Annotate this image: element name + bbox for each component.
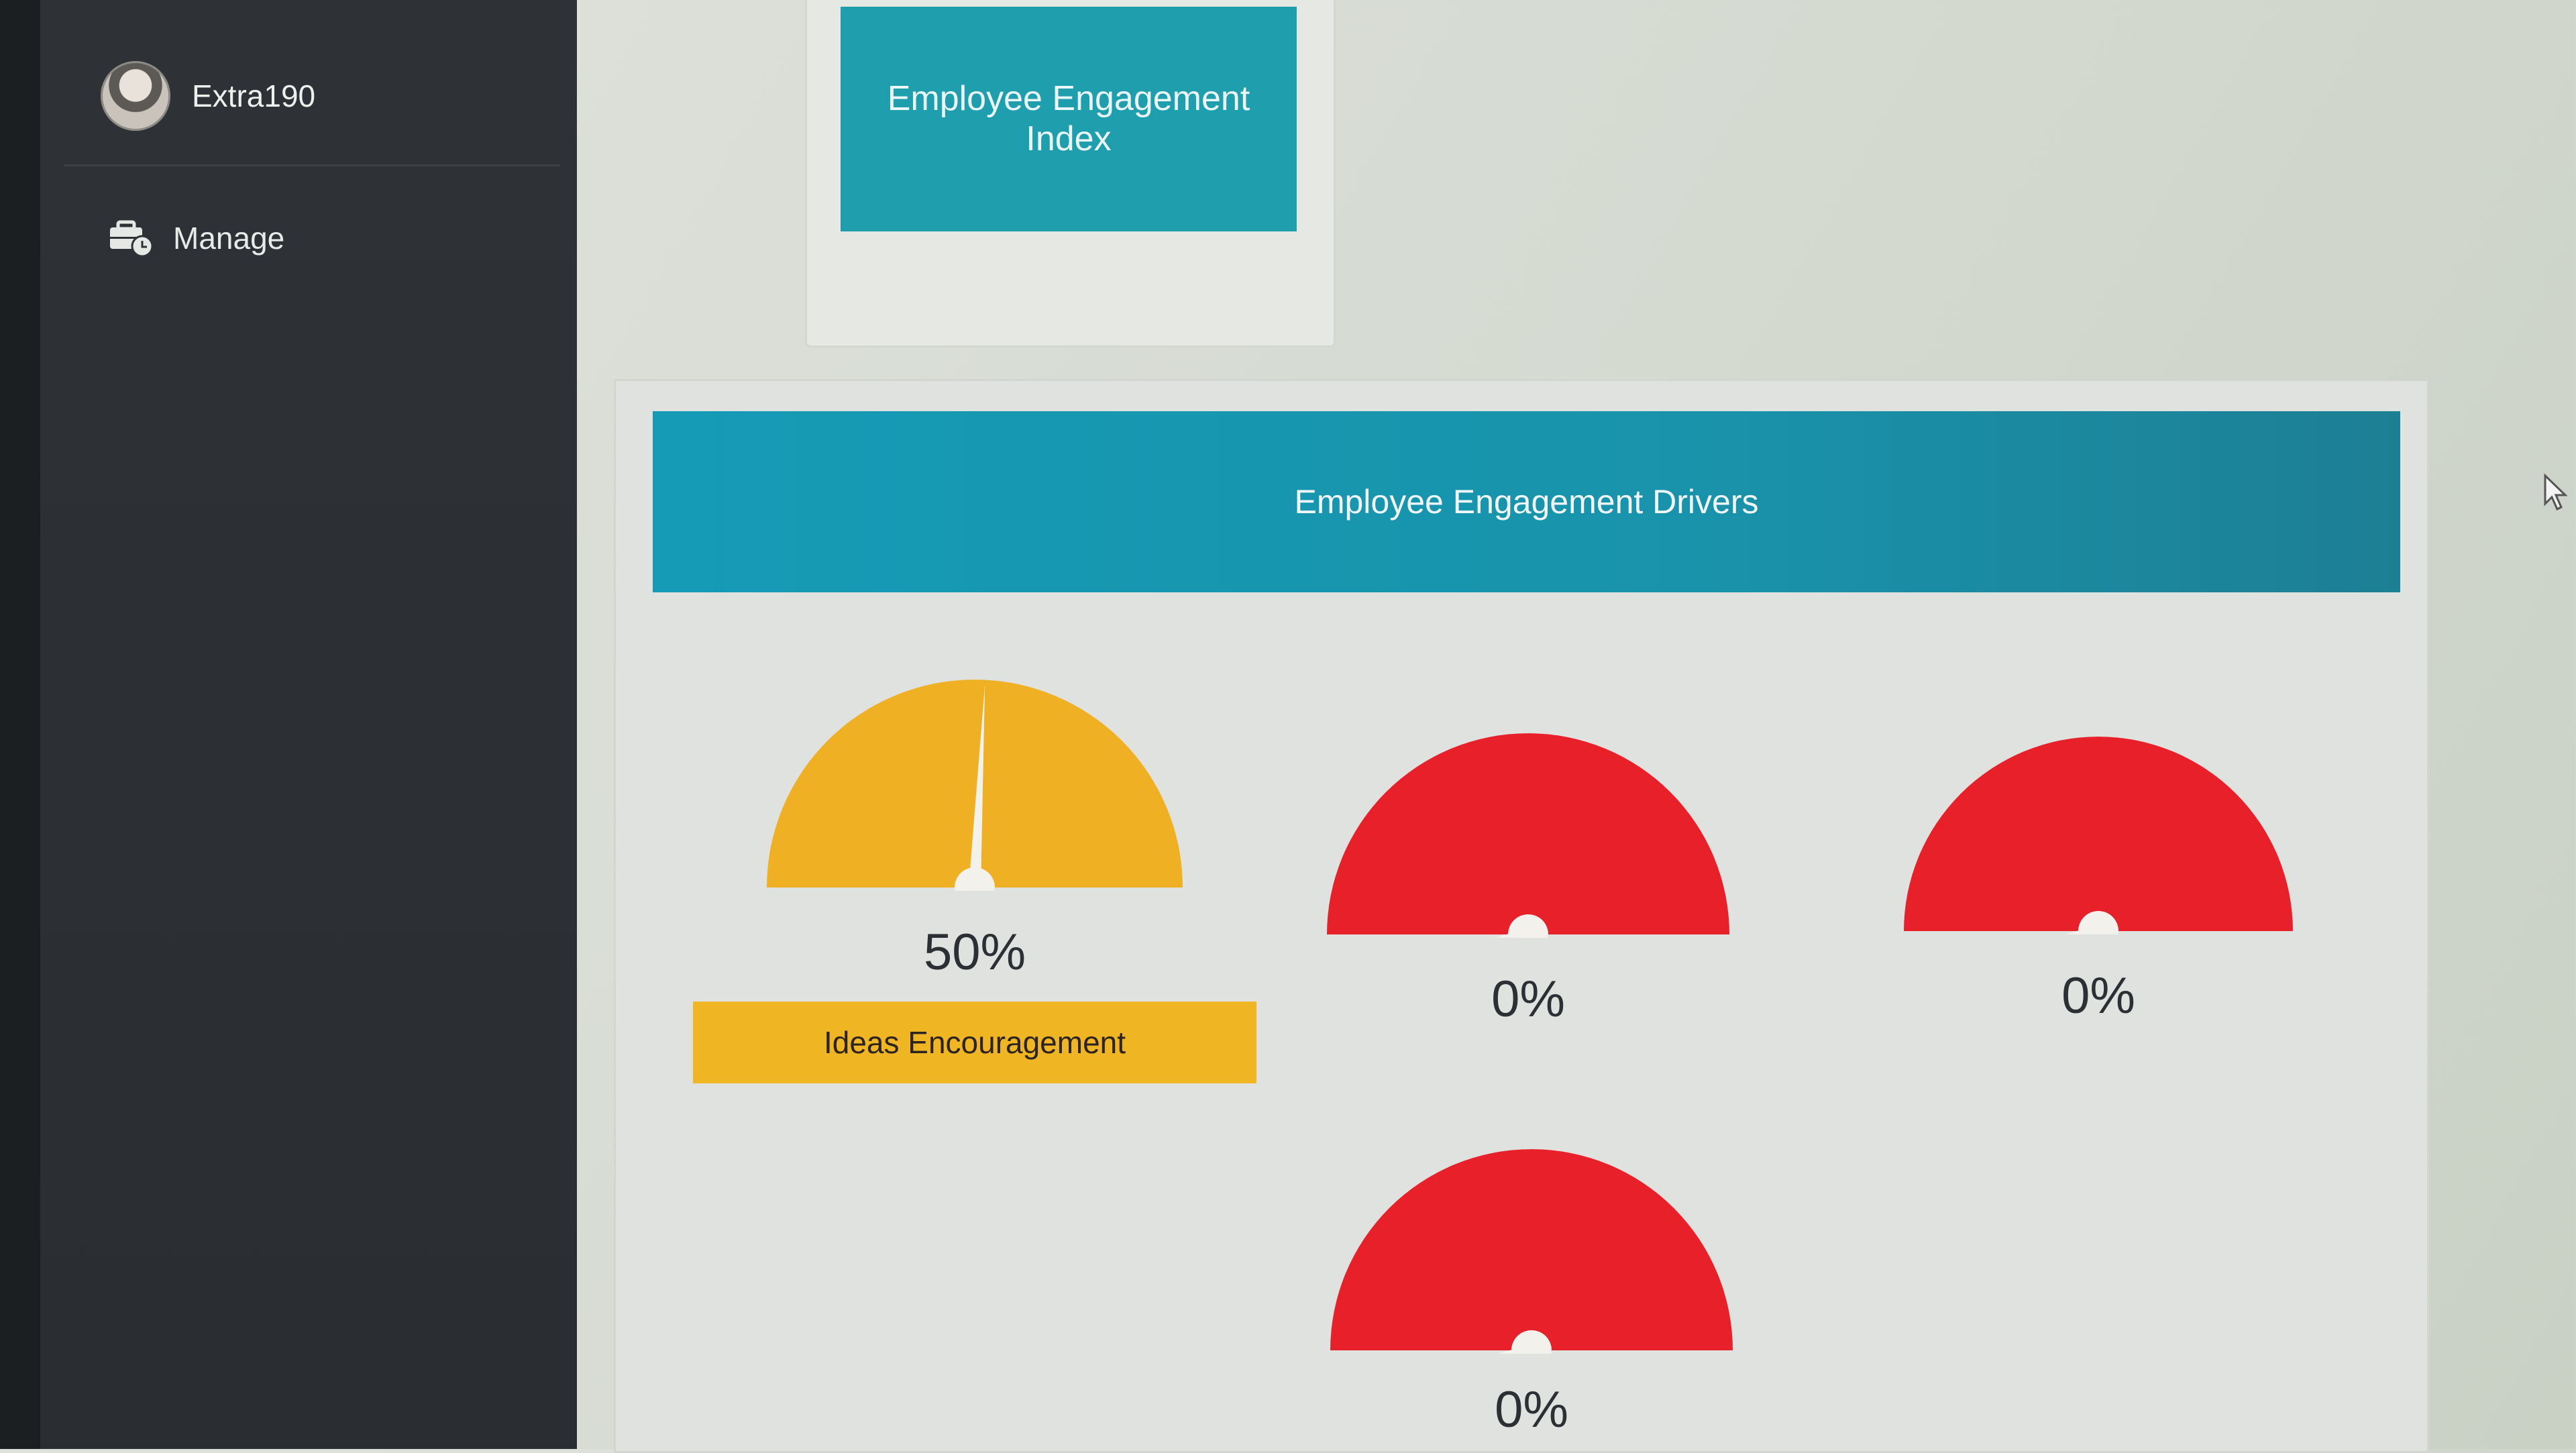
- gauge-value: 0%: [1495, 1381, 1568, 1438]
- panel-header: Employee Engagement Drivers: [653, 411, 2400, 592]
- gauge-value: 0%: [1491, 971, 1565, 1028]
- mouse-cursor-icon: [2544, 473, 2568, 511]
- gauge-ideas-encouragement: 50% Ideas Encouragement: [693, 676, 1256, 1083]
- gauge-arc: [1904, 737, 2293, 931]
- gauge-driver-4: 0%: [1317, 1139, 1746, 1439]
- gauge-driver-3: 0%: [1884, 720, 2313, 1025]
- gauge-dial: [767, 680, 1183, 891]
- engagement-index-tile[interactable]: Employee Engagement Index: [841, 7, 1297, 231]
- sidebar-divider: [64, 164, 560, 166]
- gauge-arc: [767, 680, 1183, 887]
- engagement-index-card: Employee Engagement Index: [805, 0, 1336, 347]
- gauge-hub: [1511, 1330, 1552, 1354]
- gauge-dial: [1904, 737, 2293, 934]
- user-profile[interactable]: Extra190: [64, 47, 560, 144]
- gauge-driver-2: 0%: [1313, 723, 1743, 1028]
- username: Extra190: [192, 78, 316, 113]
- gauge-arc: [1330, 1149, 1733, 1350]
- gauge-hub: [2078, 911, 2118, 934]
- sidebar-item-label: Manage: [173, 221, 285, 256]
- gauge-hub: [955, 867, 995, 891]
- gauge-dial: [1327, 733, 1729, 938]
- engagement-drivers-panel: Employee Engagement Drivers 50% Ideas En…: [614, 379, 2429, 1453]
- gauge-hub: [1508, 914, 1548, 938]
- avatar[interactable]: [101, 60, 170, 131]
- gauge-needle: [969, 684, 985, 888]
- gauge-value: 50%: [923, 924, 1026, 981]
- gauge-dial: [1330, 1149, 1733, 1354]
- gauge-label: Ideas Encouragement: [693, 1002, 1256, 1083]
- briefcase-clock-icon: [107, 218, 156, 258]
- sidebar-item-manage[interactable]: Manage: [107, 211, 284, 265]
- gauge-value: 0%: [2061, 967, 2135, 1024]
- gauge-arc: [1327, 733, 1729, 934]
